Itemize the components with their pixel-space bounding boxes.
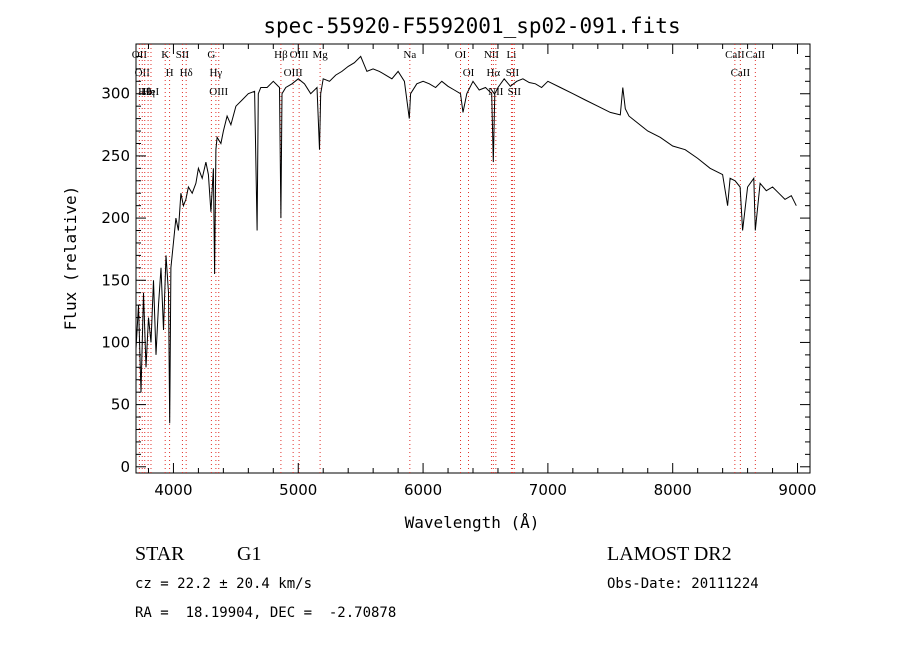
y-tick-label: 250 (101, 147, 130, 165)
plot-frame (135, 43, 811, 474)
spectral-line-label: HeI (143, 86, 160, 98)
x-tick-label: 5000 (279, 481, 317, 499)
spectral-line-label: CaII (725, 49, 745, 61)
ra-dec-coordinates: RA = 18.19904, DEC = -2.70878 (135, 605, 397, 621)
spectral-line-label: CaII (731, 67, 751, 79)
spectral-line-label: Hγ (209, 67, 222, 79)
spectral-line-label: Mg (312, 49, 328, 61)
y-tick-label: 0 (120, 458, 130, 476)
spectral-line-label: Hβ (274, 49, 288, 61)
spectral-line-label: OI (463, 67, 475, 79)
spectral-line-label: Na (403, 49, 416, 61)
spectral-line-label: SII (176, 49, 190, 61)
y-axis-label: Flux (relative) (61, 186, 80, 331)
spectral-line-label: CaII (746, 49, 766, 61)
survey-name: LAMOST DR2 (607, 543, 732, 565)
x-tick-label: 4000 (154, 481, 192, 499)
x-tick-label: 6000 (404, 481, 442, 499)
spectral-line-label: Li (507, 49, 517, 61)
x-tick-label: 9000 (778, 481, 816, 499)
spectral-line-label: SII (506, 67, 520, 79)
spectral-line-label: SII (508, 86, 522, 98)
spectral-line-label: Hα (486, 67, 500, 79)
object-class: STAR (135, 543, 185, 565)
spectral-line-label: OI (455, 49, 467, 61)
y-tick-label: 50 (111, 396, 130, 414)
spectral-line-label: OIII (209, 86, 228, 98)
x-tick-label: 7000 (529, 481, 567, 499)
y-tick-label: 200 (101, 209, 130, 227)
observation-date: Obs-Date: 20111224 (607, 576, 759, 592)
spectral-line-label: OIII (284, 67, 303, 79)
spectral-line-label: NII (484, 49, 500, 61)
y-tick-label: 300 (101, 85, 130, 103)
y-tick-label: 150 (101, 271, 130, 289)
spectrum-series (135, 55, 797, 424)
spectral-line-label: OIII (290, 49, 309, 61)
axis-ticks: 4000 5000 6000 7000 8000 9000 0 50 100 150 200 250 3… (101, 44, 817, 499)
x-tick-label: 8000 (654, 481, 692, 499)
object-subclass: G1 (237, 543, 262, 565)
spectral-line-label: OII (135, 67, 151, 79)
spectral-line-label: Hδ (180, 67, 193, 79)
redshift-velocity: cz = 22.2 ± 20.4 km/s (135, 576, 313, 592)
x-axis-label: Wavelength (Å) (405, 513, 540, 532)
spectral-line-label: OII (132, 49, 148, 61)
spectral-line-label: H (166, 67, 174, 79)
spectrum-line (135, 55, 797, 424)
y-tick-label: 100 (101, 333, 130, 351)
spectral-line-label: Hη (141, 86, 155, 98)
spectral-line-label: K (161, 49, 169, 61)
chart-title: spec-55920-F5592001_sp02-091.fits (263, 14, 680, 38)
spectral-line-label: G (207, 49, 215, 61)
